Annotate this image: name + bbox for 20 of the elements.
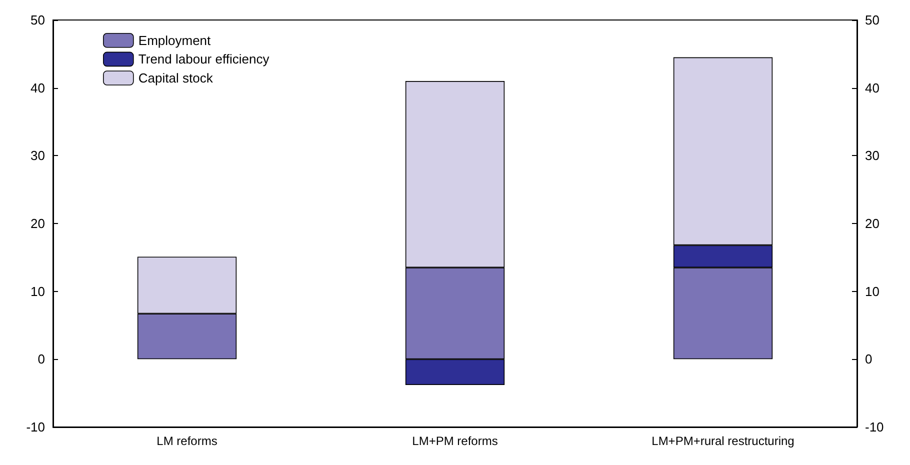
legend-label: Employment: [138, 32, 212, 48]
x-tick-label: LM reforms: [156, 434, 218, 448]
x-tick-label: LM+PM+rural restructuring: [652, 434, 794, 448]
y-tick-label: 20: [30, 216, 45, 231]
y-tick-label: 50: [30, 12, 45, 28]
y2-tick-label: 10: [865, 284, 880, 299]
y2-tick-label: 50: [865, 12, 880, 28]
y2-tick-label: 40: [865, 80, 880, 96]
x-tick-label: LM+PM reforms: [412, 434, 498, 448]
y2-tick-label: 30: [865, 148, 880, 164]
y-tick-label: 40: [30, 80, 45, 96]
legend-label: Capital stock: [138, 70, 214, 86]
y-tick-label: 10: [30, 284, 45, 299]
y2-tick-label: 20: [865, 216, 880, 231]
y-tick-label: 0: [38, 352, 45, 367]
y2-tick-label: 0: [865, 352, 872, 367]
legend-label: Trend labour efficiency: [138, 52, 270, 67]
y-tick-label: -10: [26, 420, 45, 434]
y-tick-label: 30: [30, 148, 45, 164]
y2-tick-label: -10: [865, 420, 884, 434]
